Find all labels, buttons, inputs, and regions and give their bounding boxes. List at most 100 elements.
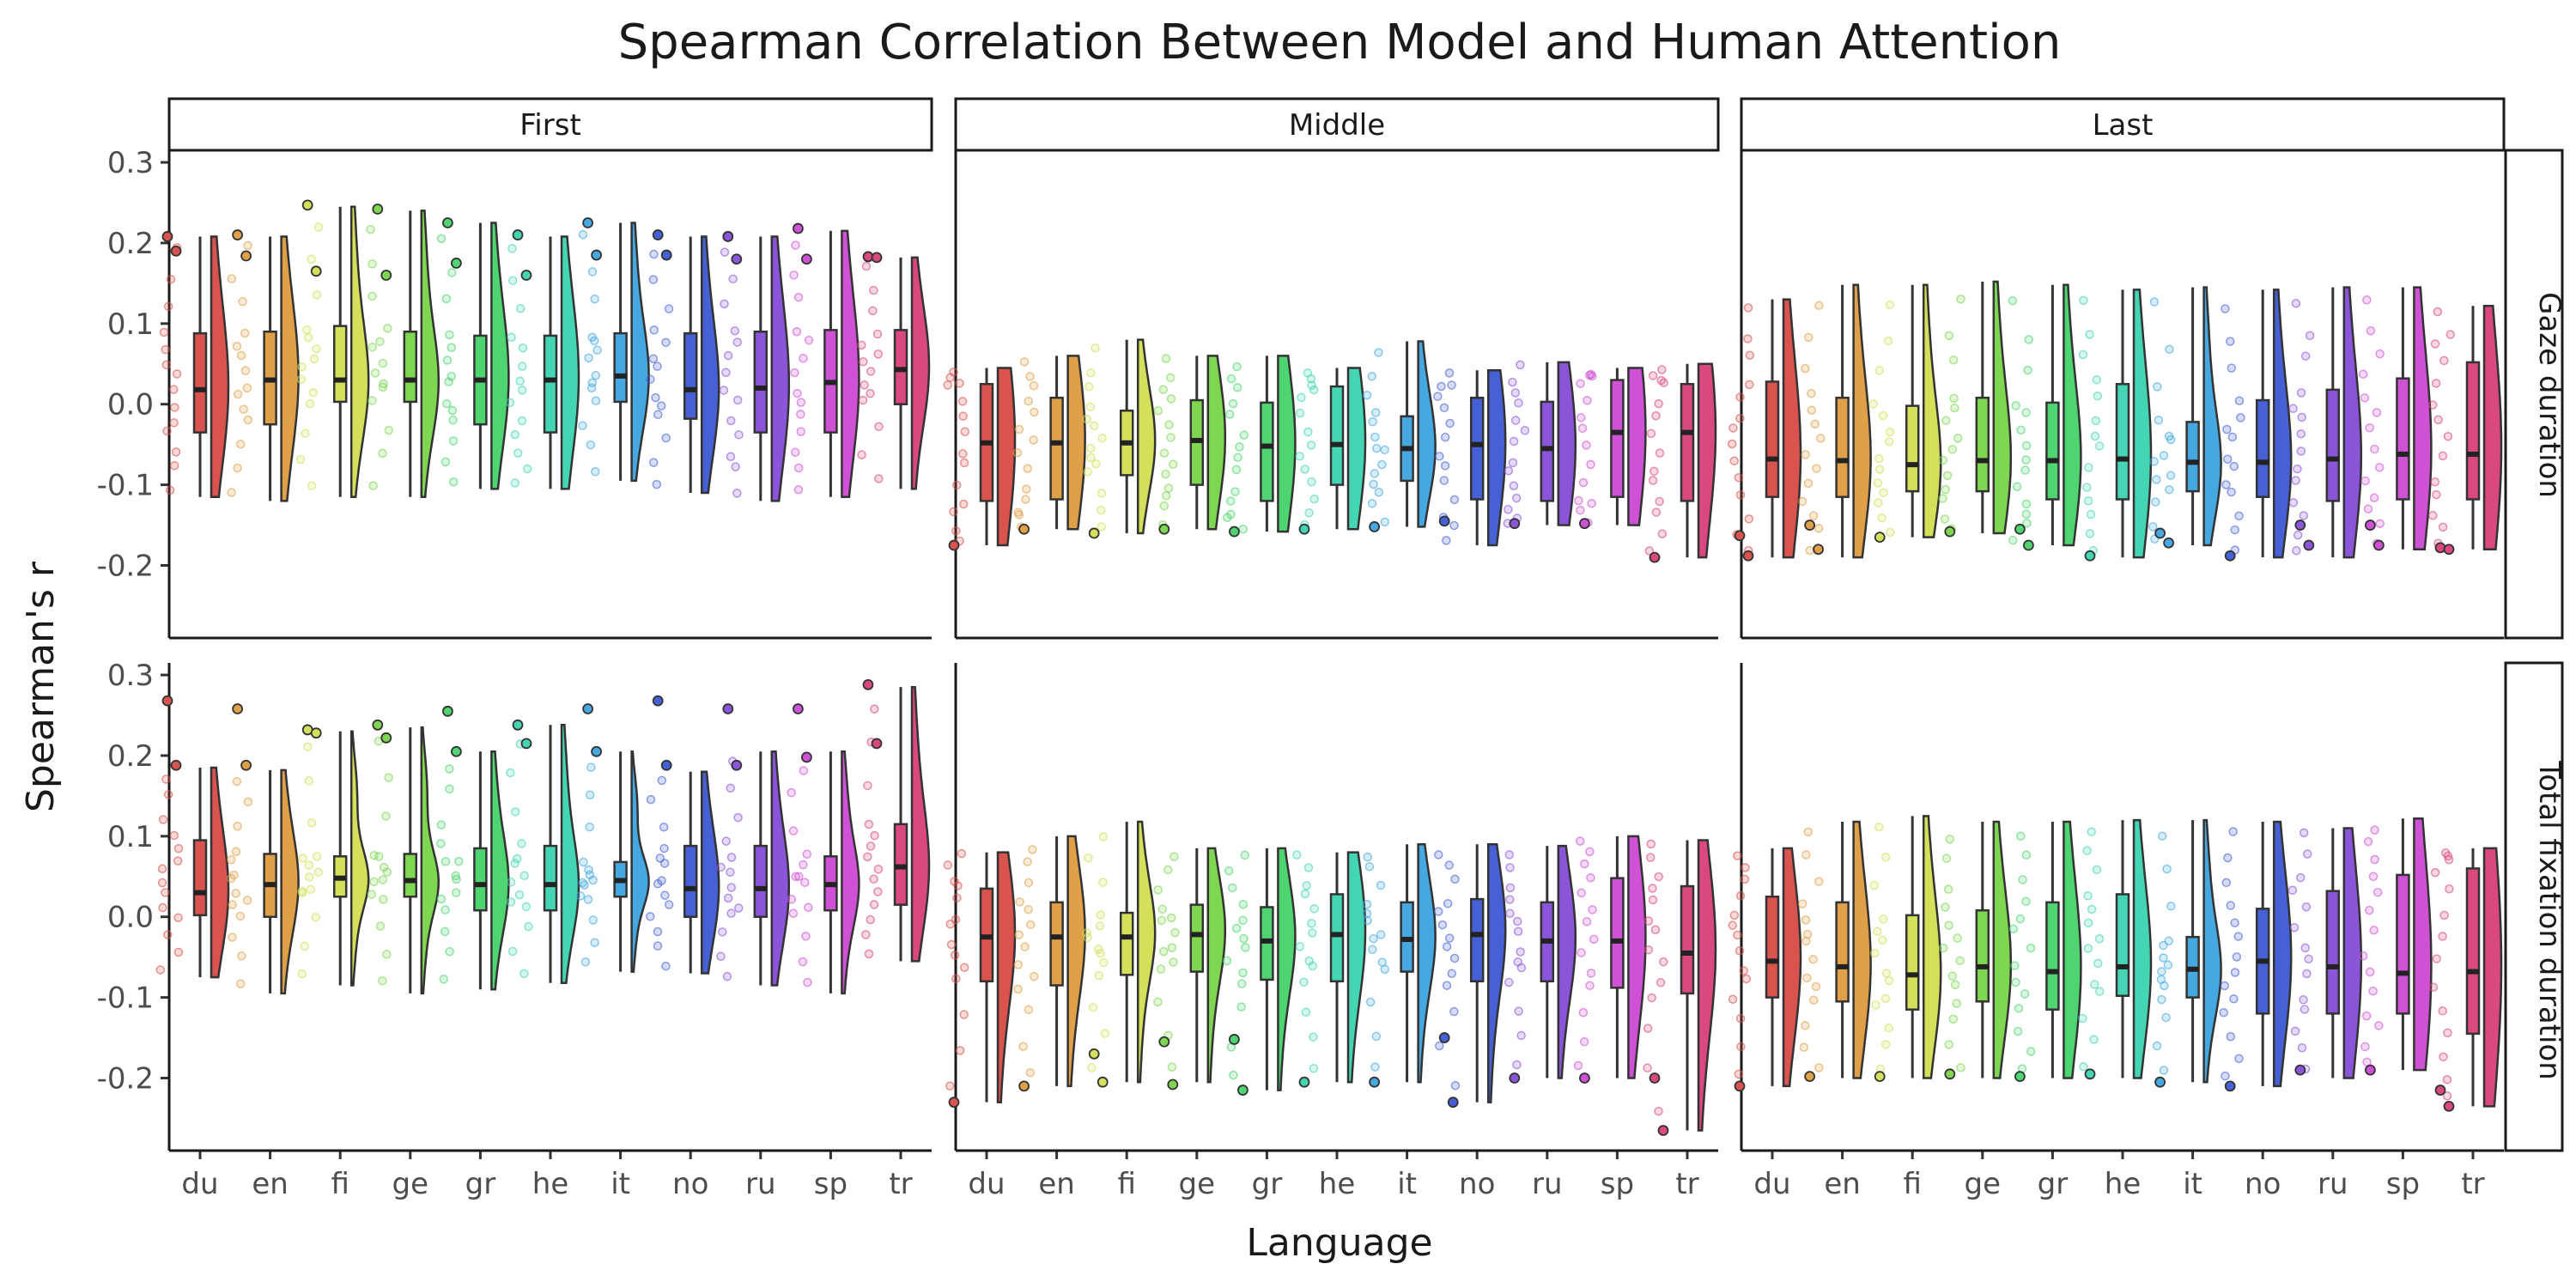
strip-point bbox=[1084, 853, 1093, 863]
strip-point bbox=[1586, 369, 1596, 380]
violin-shape bbox=[210, 766, 230, 979]
strip-point bbox=[1802, 929, 1813, 939]
strip-point bbox=[452, 888, 461, 897]
strip-point bbox=[2430, 867, 2440, 878]
strip-point bbox=[2094, 441, 2105, 451]
box-iqr bbox=[1119, 911, 1134, 976]
strip-point bbox=[1157, 904, 1168, 914]
strip-point bbox=[873, 349, 883, 359]
outlier-point bbox=[1298, 523, 1310, 535]
strip-point bbox=[1085, 402, 1096, 412]
strip-point bbox=[173, 913, 183, 923]
strip-point bbox=[1449, 520, 1459, 531]
strip-point bbox=[379, 379, 388, 389]
strip-point bbox=[1013, 507, 1023, 518]
strip-point bbox=[1434, 850, 1443, 860]
x-tick-label: du bbox=[1753, 1167, 1790, 1201]
violin-shape bbox=[1852, 283, 1872, 559]
strip-point bbox=[1583, 396, 1592, 405]
strip-point bbox=[451, 871, 461, 881]
strip-point bbox=[1885, 300, 1895, 310]
strip-point bbox=[2439, 910, 2449, 920]
outlier-point bbox=[2303, 539, 2315, 551]
outlier-point bbox=[2224, 550, 2236, 562]
strip-point bbox=[1807, 405, 1817, 416]
strip-point bbox=[1657, 529, 1668, 538]
strip-point bbox=[2221, 304, 2230, 313]
box-iqr bbox=[1680, 383, 1695, 502]
outlier-point bbox=[2364, 1064, 2376, 1076]
strip-point bbox=[1239, 933, 1249, 944]
strip-point bbox=[1734, 472, 1744, 483]
box-iqr bbox=[2045, 901, 2060, 1011]
strip-point bbox=[1944, 1040, 1953, 1049]
x-tick-label: sp bbox=[1601, 1167, 1634, 1201]
strip-point bbox=[1309, 1064, 1319, 1073]
outlier-point bbox=[1944, 526, 1956, 538]
strip-point bbox=[1222, 956, 1232, 966]
strip-point bbox=[2234, 511, 2244, 521]
box-iqr bbox=[403, 330, 418, 404]
strip-point bbox=[1013, 984, 1023, 994]
strip-point bbox=[2433, 307, 2443, 317]
violin-shape bbox=[2342, 827, 2363, 1079]
violin-shape bbox=[910, 685, 931, 963]
strip-point bbox=[1025, 372, 1035, 381]
strip-point bbox=[659, 823, 669, 832]
strip-point bbox=[1735, 946, 1745, 956]
strip-point bbox=[1735, 1013, 1746, 1024]
strip-point bbox=[1728, 423, 1738, 433]
strip-point bbox=[1161, 491, 1171, 501]
strip-point bbox=[1365, 997, 1376, 1007]
strip-point bbox=[1238, 915, 1248, 926]
strip-point bbox=[302, 325, 312, 335]
strip-point bbox=[1659, 378, 1668, 387]
strip-point bbox=[583, 895, 593, 904]
strip-point bbox=[2221, 480, 2231, 489]
strip-point bbox=[1874, 453, 1884, 464]
strip-point bbox=[2296, 428, 2306, 439]
strip-point bbox=[2368, 987, 2378, 996]
strip-point bbox=[1949, 393, 1959, 404]
strip-point bbox=[1098, 878, 1108, 887]
strip-point bbox=[2358, 951, 2368, 961]
strip-point bbox=[731, 462, 740, 471]
strip-point bbox=[235, 911, 246, 921]
strip-point bbox=[951, 914, 961, 925]
strip-point bbox=[664, 900, 674, 909]
strip-point bbox=[2300, 1005, 2310, 1014]
strip-point bbox=[237, 951, 246, 961]
strip-point bbox=[1814, 524, 1824, 533]
strip-point bbox=[1883, 336, 1893, 346]
strip-point bbox=[307, 817, 317, 828]
strip-point bbox=[2226, 1032, 2236, 1042]
strip-point bbox=[1089, 421, 1099, 431]
strip-point bbox=[1227, 883, 1237, 893]
strip-point bbox=[2428, 511, 2438, 520]
strip-point bbox=[2366, 325, 2376, 336]
strip-point bbox=[312, 852, 322, 861]
strip-point bbox=[1586, 873, 1595, 883]
strip-point bbox=[243, 240, 252, 251]
strip-point bbox=[733, 812, 743, 823]
strip-point bbox=[1728, 994, 1738, 1005]
strip-point bbox=[1159, 448, 1170, 458]
strip-point bbox=[232, 776, 242, 787]
outlier-point bbox=[1229, 526, 1240, 538]
strip-point bbox=[1509, 481, 1519, 491]
strip-point bbox=[309, 354, 319, 364]
strip-point bbox=[1646, 839, 1656, 849]
strip-point bbox=[2432, 489, 2441, 500]
strip-point bbox=[2365, 423, 2374, 433]
strip-point bbox=[1510, 416, 1521, 425]
strip-point bbox=[1955, 956, 1965, 966]
strip-point bbox=[1801, 850, 1811, 860]
strip-point bbox=[383, 324, 392, 333]
strip-point bbox=[158, 815, 168, 824]
strip-point bbox=[1300, 889, 1310, 899]
strip-point bbox=[1232, 361, 1242, 372]
strip-point bbox=[872, 329, 883, 339]
violin-shape bbox=[1782, 298, 1802, 559]
strip-point bbox=[592, 345, 602, 355]
outlier-point bbox=[591, 745, 602, 757]
